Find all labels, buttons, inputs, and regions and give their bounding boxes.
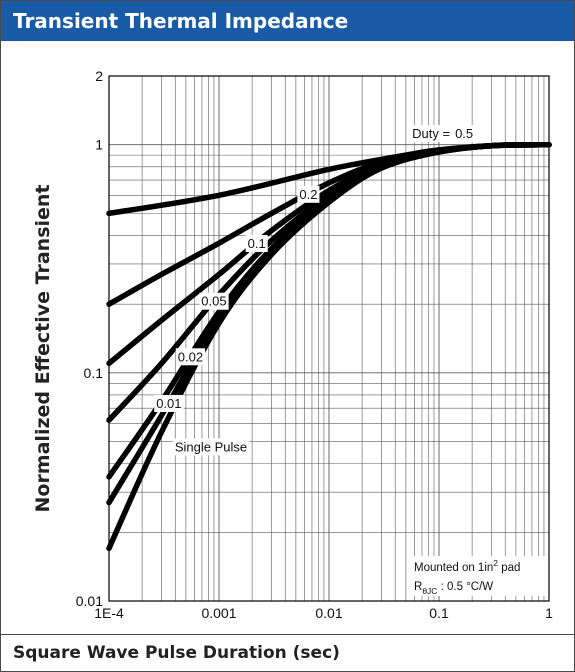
x-tick-label: 1 (545, 605, 553, 621)
tick-layer: 1E-4 0.001 0.01 0.1 1 2 1 0.1 0.01 (76, 68, 553, 621)
curve-label: 0.05 (201, 294, 226, 309)
y-tick-label: 2 (95, 68, 103, 84)
curve-label: 0.02 (178, 349, 203, 364)
grid-layer (108, 75, 549, 602)
x-tick-label: 0.01 (315, 605, 342, 621)
note-box: Mounted on 1in2 pad RθJC : 0.5 °C/W (410, 556, 547, 596)
x-tick-label: 1E-4 (94, 605, 124, 621)
curve-label-background (297, 185, 320, 203)
curve-label: 0.2 (299, 187, 317, 202)
curve-label: Single Pulse (175, 439, 247, 454)
curve-label-background (154, 394, 184, 412)
x-tick-label: 0.001 (201, 605, 236, 621)
note-background (410, 556, 547, 596)
label-layer: 0.5 Duty = 0.2 0.1 0.05 0.02 0.01 Single Pulse (154, 125, 476, 456)
chart-title: Transient Thermal Impedance (1, 1, 574, 41)
x-tick-label: 0.1 (429, 605, 449, 621)
curve-label-background (175, 348, 206, 366)
curve-label-background (199, 292, 229, 310)
curve-label-background (453, 125, 476, 143)
curve-label: 0.1 (248, 236, 266, 251)
plot-border (108, 75, 550, 602)
curve-label-background (245, 235, 268, 253)
note-line-2: RθJC : 0.5 °C/W (414, 581, 493, 596)
duty-label-background (410, 125, 453, 143)
y-tick-label: 0.01 (76, 593, 103, 609)
curve-label-background (172, 438, 250, 456)
y-tick-label: 1 (95, 137, 103, 153)
y-tick-label: 0.1 (84, 365, 104, 381)
note-line-1: Mounted on 1in2 pad (414, 558, 520, 574)
duty-label: Duty = (412, 126, 450, 141)
x-axis-label: Square Wave Pulse Duration (sec) (1, 634, 574, 671)
curve-label: 0.5 (455, 126, 473, 141)
curve-label: 0.01 (156, 396, 181, 411)
curve-single-pulse (106, 141, 552, 552)
y-axis-label: Normalized Effective Transient (32, 184, 54, 512)
